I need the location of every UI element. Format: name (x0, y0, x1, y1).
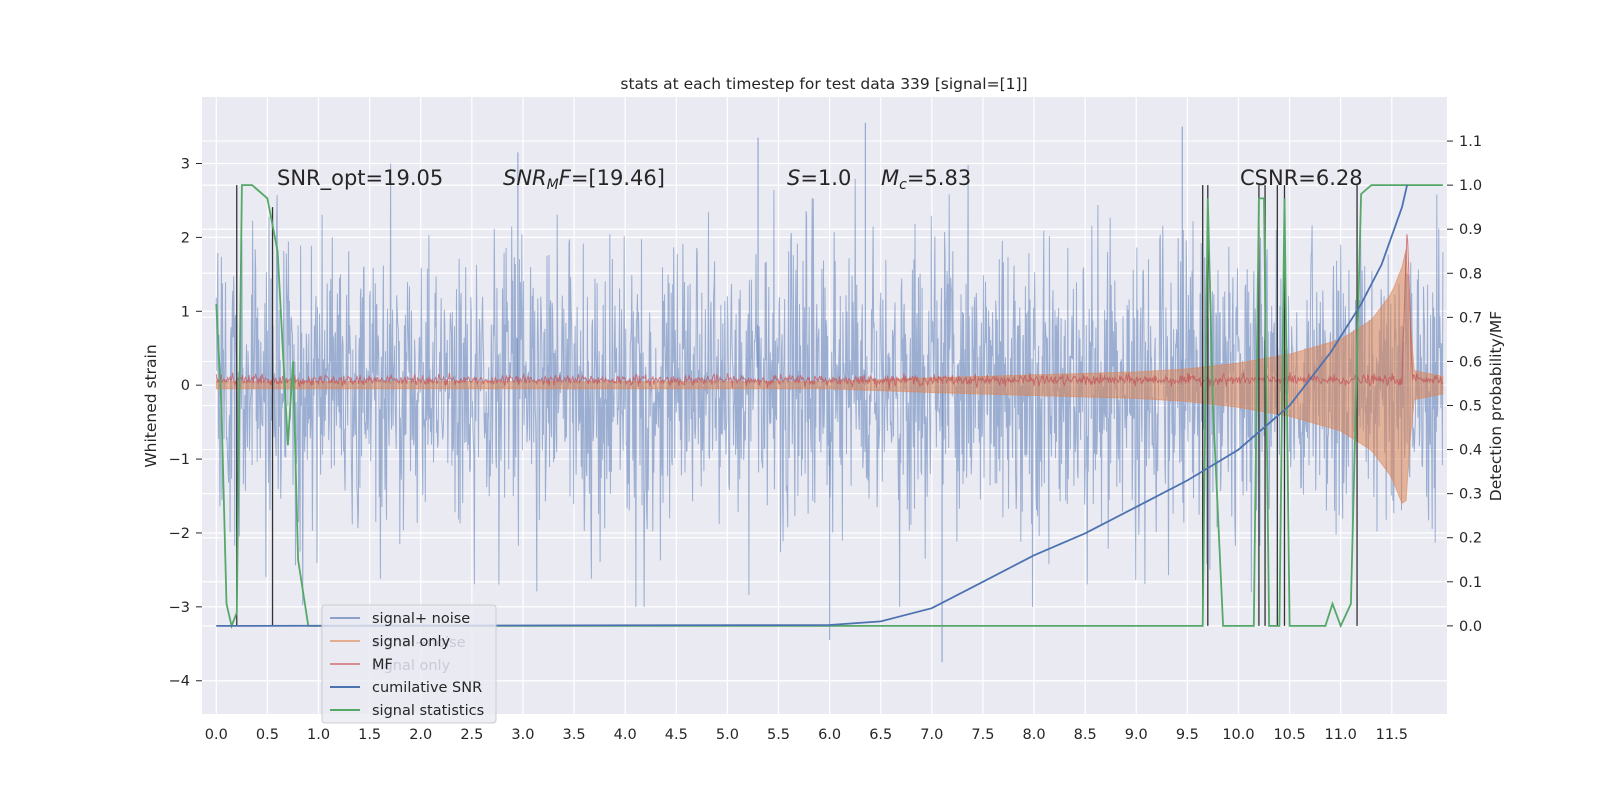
x-tick-label: 0.0 (205, 727, 228, 743)
y-axis-ticks: −4 −3 −2 −1 0 1 2 3 (169, 157, 202, 690)
legend-label: MF (372, 657, 393, 673)
y-right-tick-label: 0.4 (1459, 443, 1482, 459)
mf-series (215, 234, 1444, 390)
y-tick-label: −1 (169, 452, 190, 468)
y-right-tick-label: 0.3 (1459, 487, 1482, 503)
y-right-tick-label: 0.8 (1459, 266, 1482, 282)
x-tick-label: 11.5 (1376, 727, 1408, 743)
signal-statistics-line (215, 184, 1443, 629)
x-tick-label: 1.5 (358, 727, 381, 743)
x-tick-label: 2.0 (409, 727, 432, 743)
cumulative-snr-line (216, 184, 1408, 627)
x-tick-label: 4.5 (665, 727, 688, 743)
legend-box (321, 604, 497, 724)
annotations: SNR_opt=19.05 SNRMF=[19.46] S=1.0 Mc=5.8… (277, 166, 1363, 193)
x-tick-label: 10.5 (1273, 727, 1305, 743)
x-tick-label: 4.0 (614, 727, 637, 743)
x-tick-label: 8.5 (1074, 727, 1097, 743)
cumulative-snr-series (216, 184, 1408, 627)
x-tick-label: 5.5 (767, 727, 790, 743)
y-right-tick-label: 0.1 (1459, 575, 1482, 591)
x-tick-label: 11.0 (1325, 727, 1357, 743)
y-right-axis-label: Detection probability/MF (1487, 311, 1505, 502)
x-tick-label: 7.0 (920, 727, 943, 743)
legend-label: cumilative SNR (372, 680, 482, 696)
x-tick-label: 1.0 (307, 727, 330, 743)
annotation-snr-mf: SNRMF=[19.46] (503, 166, 665, 193)
y-tick-label: 3 (181, 157, 190, 173)
x-tick-label: 9.5 (1176, 727, 1199, 743)
x-tick-label: 10.0 (1222, 727, 1254, 743)
y-right-tick-label: 1.0 (1459, 178, 1482, 194)
x-tick-label: 2.5 (460, 727, 483, 743)
x-tick-label: 3.0 (511, 727, 534, 743)
legend-label: signal+ noise (372, 611, 470, 627)
y-tick-label: 2 (181, 230, 190, 246)
x-tick-label: 9.0 (1125, 727, 1148, 743)
y-right-tick-label: 0.2 (1459, 531, 1482, 547)
y-right-tick-label: 0.5 (1459, 399, 1482, 415)
chart-title: stats at each timestep for test data 339… (620, 75, 1027, 93)
y-right-tick-label: 0.6 (1459, 354, 1482, 370)
y-tick-label: −2 (169, 526, 190, 542)
annotation-snr-opt: SNR_opt=19.05 (277, 166, 443, 191)
y-tick-label: −4 (169, 674, 190, 690)
signal-statistics-series (215, 184, 1443, 629)
x-tick-label: 6.0 (818, 727, 841, 743)
x-tick-label: 8.0 (1023, 727, 1046, 743)
signal-only-series (215, 249, 1444, 505)
x-tick-label: 7.5 (971, 727, 994, 743)
y-right-tick-label: 0.9 (1459, 222, 1482, 238)
annotation-s: S=1.0 (787, 166, 851, 190)
signal-noise-series (215, 122, 1444, 663)
y-right-tick-label: 0.7 (1459, 310, 1482, 326)
legend-ghost-label: signal only (372, 658, 451, 674)
x-tick-label: 3.5 (563, 727, 586, 743)
x-axis-ticks: 0.0 0.5 1.0 1.5 2.0 2.5 3.0 3.5 4.0 4.5 5.0 5.5 6.0 6… (205, 727, 1408, 743)
mf-line (215, 234, 1444, 390)
y-axis-label: Whitened strain (142, 344, 160, 467)
annotation-mc: Mc=5.83 (881, 166, 971, 193)
x-tick-label: 0.5 (256, 727, 279, 743)
legend-label: signal only (372, 634, 451, 650)
y-tick-label: −3 (169, 600, 190, 616)
annotation-csnr: CSNR=6.28 (1240, 166, 1363, 190)
legend: signal+noise signal only signal+ noise si… (321, 604, 497, 724)
legend-ghost-label: signal+noise (372, 635, 466, 651)
y-right-tick-label: 0.0 (1459, 619, 1482, 635)
legend-label: signal statistics (372, 703, 484, 719)
x-tick-label: 5.0 (716, 727, 739, 743)
y-tick-label: 1 (181, 304, 190, 320)
signal-only-envelope (215, 249, 1444, 505)
y-right-tick-label: 1.1 (1459, 134, 1482, 150)
y-tick-label: 0 (181, 378, 190, 394)
x-tick-label: 6.5 (869, 727, 892, 743)
y-right-axis-ticks: 0.0 0.1 0.2 0.3 0.4 0.5 0.6 0.7 0.8 0.9 1.0 1.1 (1447, 134, 1482, 635)
